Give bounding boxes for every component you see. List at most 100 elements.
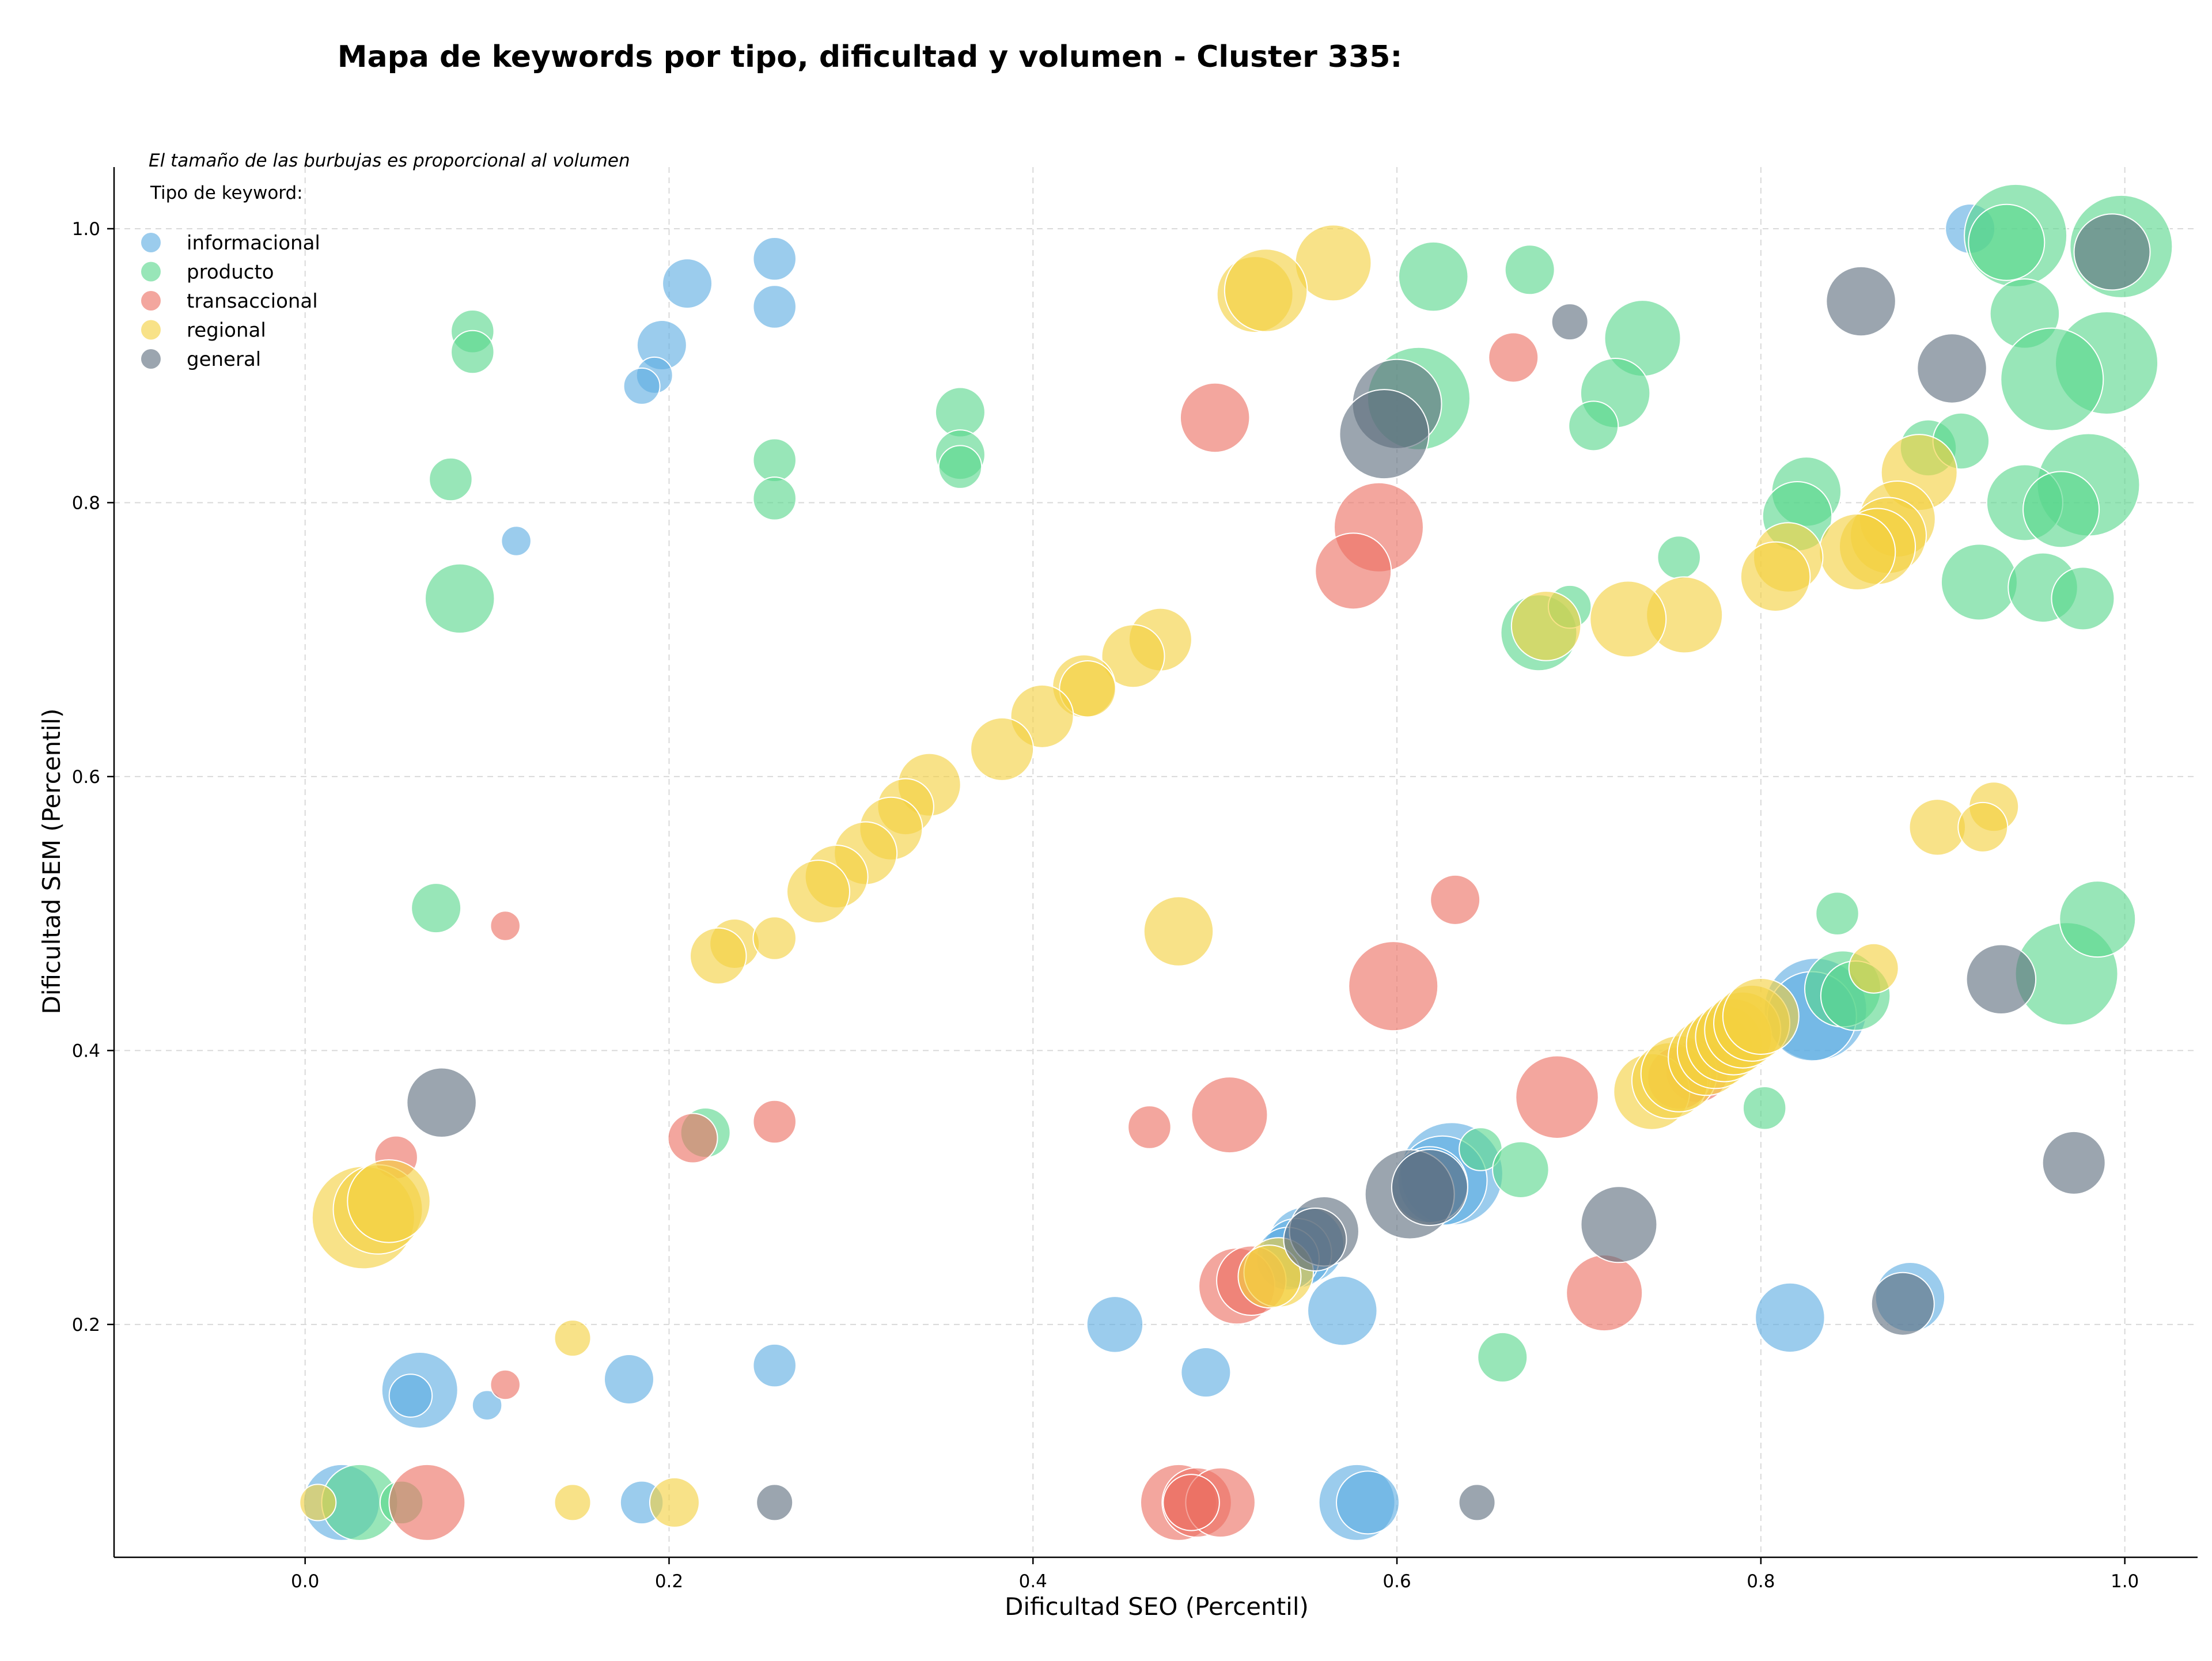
- bubble-informacional: [1180, 1347, 1232, 1398]
- bubble-informacional: [388, 1374, 433, 1418]
- bubble-regional: [1740, 541, 1811, 612]
- bubble-producto: [1477, 1331, 1528, 1383]
- bubble-producto: [411, 883, 462, 934]
- y-tick-label: 0.8: [72, 493, 100, 513]
- bubble-producto: [1504, 244, 1555, 296]
- bubble-transaccional: [490, 1369, 521, 1401]
- bubble-informacional: [1086, 1296, 1144, 1353]
- bubble-regional: [649, 1477, 700, 1528]
- bubble-transaccional: [1515, 1055, 1599, 1139]
- bubble-regional: [1722, 977, 1800, 1055]
- bubble-producto: [1397, 241, 1469, 312]
- bubble-layer: [299, 183, 2173, 1541]
- legend-marker-producto: [141, 262, 161, 282]
- bubble-informacional: [1755, 1282, 1825, 1353]
- legend-label-general: general: [187, 348, 261, 371]
- bubble-regional: [347, 1159, 431, 1243]
- bubble-regional: [299, 1484, 337, 1522]
- x-tick-label: 0.2: [655, 1571, 683, 1592]
- bubble-general: [1551, 303, 1589, 341]
- bubble-informacional: [1307, 1275, 1378, 1346]
- bubble-informacional: [1336, 1470, 1400, 1535]
- bubble-regional: [1819, 513, 1896, 591]
- bubble-transaccional: [1127, 1105, 1172, 1149]
- y-axis-label: Dificultad SEM (Percentil): [37, 709, 66, 1015]
- bubble-producto: [1742, 1085, 1787, 1130]
- bubble-transaccional: [1191, 1076, 1268, 1154]
- legend-label-informacional: informacional: [187, 232, 320, 255]
- legend-title: Tipo de keyword:: [150, 183, 303, 203]
- bubble-general: [1339, 389, 1430, 480]
- bubble-producto: [752, 438, 797, 483]
- bubble-regional: [1848, 943, 1899, 994]
- x-tick-label: 0.0: [291, 1571, 319, 1592]
- bubble-producto: [2000, 327, 2104, 432]
- bubble-informacional: [752, 1343, 797, 1388]
- bubble-general: [2041, 1130, 2106, 1195]
- bubble-regional: [1101, 624, 1165, 688]
- axes: 0.0 0.2 0.4 0.6 0.8 1.0 0.2 0.4 0.6 0.8 1.0: [72, 167, 2198, 1592]
- legend-marker-regional: [141, 320, 161, 340]
- chart-title: Mapa de keywords por tipo, dificultad y …: [338, 40, 1403, 74]
- bubble-transaccional: [1179, 382, 1251, 453]
- x-axis-label: Dificultad SEO (Percentil): [1005, 1592, 1309, 1621]
- x-tick-label: 1.0: [2111, 1571, 2139, 1592]
- legend-marker-informacional: [141, 233, 161, 252]
- bubble-informacional: [623, 367, 661, 405]
- bubble-general: [1458, 1484, 1496, 1522]
- bubble-informacional: [501, 525, 532, 557]
- y-tick-label: 1.0: [72, 219, 100, 240]
- bubble-regional: [1143, 896, 1214, 967]
- bubble-informacional: [752, 237, 797, 281]
- bubble-producto: [2051, 566, 2115, 631]
- bubble-informacional: [603, 1353, 654, 1405]
- bubble-regional: [1059, 660, 1116, 718]
- bubble-producto: [938, 445, 983, 489]
- bubble-regional: [1957, 801, 2009, 853]
- bubble-transaccional: [1488, 332, 1539, 383]
- bubble-producto: [450, 330, 495, 374]
- x-tick-label: 0.6: [1382, 1571, 1411, 1592]
- bubble-regional: [752, 916, 797, 960]
- bubble-regional: [1224, 248, 1308, 332]
- bubble-producto: [424, 563, 495, 634]
- bubble-transaccional: [667, 1113, 718, 1164]
- bubble-regional: [554, 1484, 592, 1522]
- bubble-producto: [1492, 1141, 1550, 1198]
- bubble-regional: [970, 717, 1035, 781]
- bubble-general: [1965, 944, 2037, 1015]
- legend-label-regional: regional: [187, 319, 266, 342]
- x-tick-label: 0.4: [1019, 1571, 1047, 1592]
- bubble-regional: [690, 927, 747, 985]
- y-tick-label: 0.6: [72, 767, 100, 788]
- bubble-producto: [2059, 880, 2137, 958]
- bubble-producto: [2022, 471, 2100, 548]
- bubble-informacional: [752, 285, 797, 329]
- legend-marker-general: [141, 349, 161, 369]
- bubble-general: [1916, 333, 1987, 404]
- bubble-general: [1580, 1186, 1658, 1263]
- bubble-producto: [1815, 891, 1859, 936]
- legend: informacional producto transaccional region…: [141, 232, 320, 371]
- grid-lines: [114, 167, 2198, 1557]
- bubble-regional: [1908, 799, 1967, 856]
- legend-label-producto: producto: [187, 261, 274, 284]
- bubble-size-note: El tamaño de las burbujas es proporciona…: [149, 150, 630, 171]
- x-tick-label: 0.8: [1747, 1571, 1775, 1592]
- bubble-transaccional: [752, 1099, 797, 1144]
- bubble-regional: [1589, 580, 1667, 658]
- legend-marker-transaccional: [141, 291, 161, 311]
- bubble-producto: [1568, 400, 1619, 452]
- bubble-transaccional: [490, 910, 521, 941]
- bubble-informacional: [471, 1390, 503, 1421]
- bubble-transaccional: [1566, 1254, 1643, 1332]
- bubble-transaccional: [1430, 874, 1481, 925]
- bubble-general: [2073, 213, 2151, 291]
- bubble-general: [1870, 1272, 1935, 1336]
- bubble-general: [1283, 1207, 1347, 1272]
- bubble-general: [756, 1484, 794, 1522]
- bubble-transaccional: [1162, 1474, 1220, 1531]
- bubble-producto: [1657, 535, 1701, 580]
- bubble-informacional: [662, 258, 713, 309]
